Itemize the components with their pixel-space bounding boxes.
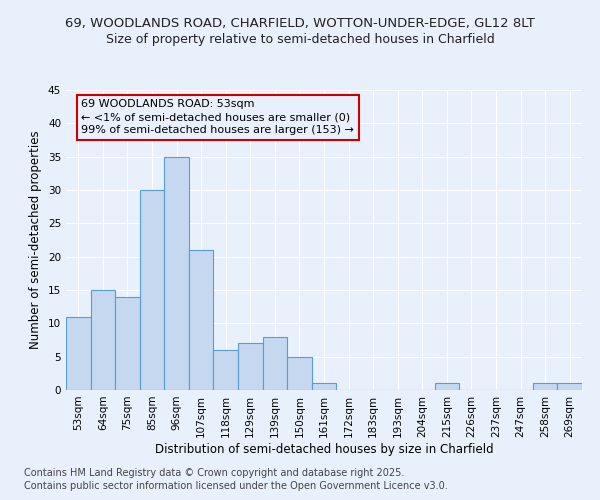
- Bar: [238, 344, 263, 390]
- Bar: [140, 190, 164, 390]
- Bar: [533, 384, 557, 390]
- Bar: [214, 350, 238, 390]
- Bar: [312, 384, 336, 390]
- Bar: [434, 384, 459, 390]
- X-axis label: Distribution of semi-detached houses by size in Charfield: Distribution of semi-detached houses by …: [155, 442, 493, 456]
- Bar: [164, 156, 189, 390]
- Text: Contains HM Land Registry data © Crown copyright and database right 2025.: Contains HM Land Registry data © Crown c…: [24, 468, 404, 477]
- Y-axis label: Number of semi-detached properties: Number of semi-detached properties: [29, 130, 43, 350]
- Bar: [557, 384, 582, 390]
- Bar: [66, 316, 91, 390]
- Bar: [287, 356, 312, 390]
- Text: 69, WOODLANDS ROAD, CHARFIELD, WOTTON-UNDER-EDGE, GL12 8LT: 69, WOODLANDS ROAD, CHARFIELD, WOTTON-UN…: [65, 18, 535, 30]
- Bar: [91, 290, 115, 390]
- Bar: [115, 296, 140, 390]
- Text: Contains public sector information licensed under the Open Government Licence v3: Contains public sector information licen…: [24, 481, 448, 491]
- Bar: [263, 336, 287, 390]
- Bar: [189, 250, 214, 390]
- Text: 69 WOODLANDS ROAD: 53sqm
← <1% of semi-detached houses are smaller (0)
99% of se: 69 WOODLANDS ROAD: 53sqm ← <1% of semi-d…: [82, 99, 355, 136]
- Text: Size of property relative to semi-detached houses in Charfield: Size of property relative to semi-detach…: [106, 32, 494, 46]
